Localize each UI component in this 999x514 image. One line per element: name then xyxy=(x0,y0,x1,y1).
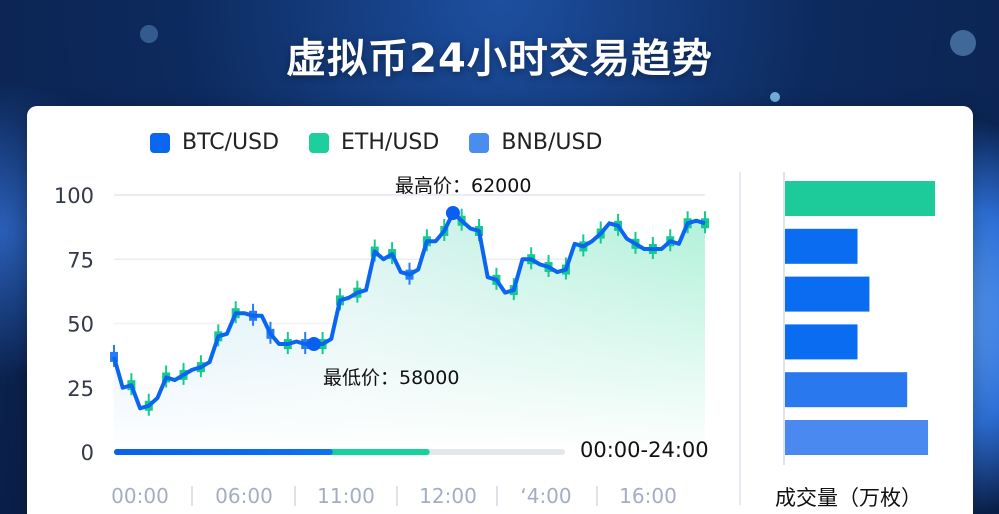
legend-swatch xyxy=(469,132,490,153)
legend-label: BNB/USD xyxy=(501,130,603,155)
legend-label: BTC/USD xyxy=(182,130,280,155)
background-dot xyxy=(770,92,780,102)
volume-axis-label: 成交量（万枚） xyxy=(775,486,922,510)
x-tick-label: 16:00 xyxy=(619,484,677,508)
y-tick-label: 75 xyxy=(67,248,94,272)
low-price-label: 最低价：58000 xyxy=(323,367,459,389)
volume-bar xyxy=(785,420,929,455)
high-price-label: 最高价：62000 xyxy=(395,175,531,197)
legend-item-eth[interactable]: ETH/USD xyxy=(309,130,439,155)
volume-bar xyxy=(785,372,908,408)
y-tick-label: 0 xyxy=(81,441,94,465)
high-point-marker xyxy=(445,205,460,220)
area-fade xyxy=(114,195,705,444)
x-tick-label: 06:00 xyxy=(215,484,273,508)
background-dot xyxy=(140,25,158,43)
low-point-marker xyxy=(306,337,321,352)
y-tick-label: 25 xyxy=(67,377,94,401)
background-dot xyxy=(950,30,976,56)
legend-item-bnb[interactable]: BNB/USD xyxy=(469,130,602,155)
time-range-label: 00:00-24:00 xyxy=(580,438,709,462)
y-tick-label: 50 xyxy=(67,313,94,337)
x-tick-label: 00:00 xyxy=(111,484,169,508)
volume-bar xyxy=(785,324,858,360)
volume-bar xyxy=(785,228,858,264)
legend-item-btc[interactable]: BTC/USD xyxy=(150,130,279,155)
x-tick-label: 12:00 xyxy=(419,484,477,508)
page-title: 虚拟币24小时交易趋势 xyxy=(286,36,713,82)
legend-swatch xyxy=(309,132,330,153)
volume-bar xyxy=(785,181,935,216)
y-tick-label: 100 xyxy=(54,184,94,208)
legend-label: ETH/USD xyxy=(341,130,440,155)
price-line xyxy=(112,210,706,411)
x-tick-label: ʻ4:00 xyxy=(520,484,571,508)
x-tick-label: 11:00 xyxy=(317,484,375,508)
volume-bar xyxy=(785,276,870,312)
progress-fill-blue xyxy=(114,449,333,455)
legend-swatch xyxy=(150,132,170,153)
legend: BTC/USD ETH/USD BNB/USD xyxy=(150,130,602,155)
